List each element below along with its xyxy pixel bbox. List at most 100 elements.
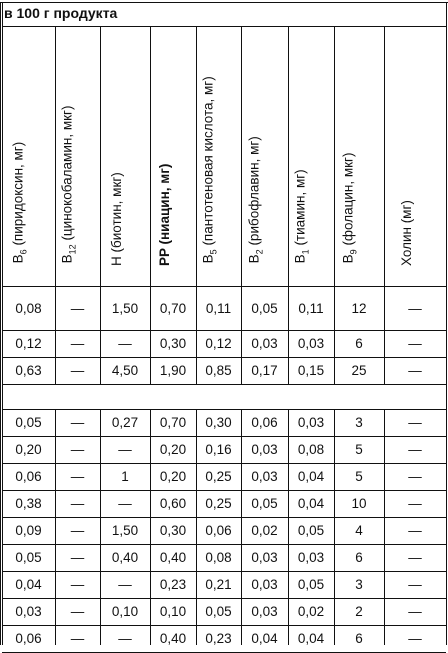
table-cell: 0,40 xyxy=(159,631,187,646)
column-header: H (биотин, мкг) xyxy=(100,26,150,286)
column-header: PP (ниацин, мг) xyxy=(150,26,196,286)
table-cell: — xyxy=(408,577,422,592)
table-cell: 0,17 xyxy=(251,363,278,378)
header-subscript: 2 xyxy=(253,249,264,255)
grid-line-horizontal xyxy=(2,517,446,518)
table-cell: 0,25 xyxy=(205,496,232,511)
header-main-text: PP (ниацин, мг) xyxy=(157,163,172,266)
header-subscript: 12 xyxy=(66,244,77,255)
table-cell: — xyxy=(408,631,422,646)
header-unit-text: (фолацин, мкг) xyxy=(340,152,356,250)
table-cell: — xyxy=(70,442,85,457)
grid-line-vertical xyxy=(150,409,151,645)
header-unit-text: (рибофлавин, мг) xyxy=(246,136,262,250)
table-cell: 0,23 xyxy=(205,631,232,646)
table-cell: 0,04 xyxy=(15,577,42,592)
table-cell: — xyxy=(408,442,422,457)
table-cell: — xyxy=(408,523,422,538)
column-header-label: H (биотин, мкг) xyxy=(109,172,125,266)
table-cell: 0,03 xyxy=(297,415,325,430)
header-main-text: B xyxy=(340,254,356,264)
table-cell: 0,85 xyxy=(205,363,232,378)
table-cell: 0,70 xyxy=(159,415,187,430)
column-header: Холин (мг) xyxy=(384,26,446,286)
table-cell: 0,04 xyxy=(297,496,325,511)
grid-line-vertical xyxy=(241,26,242,384)
column-header: B6 (пиридоксин, мг) xyxy=(2,26,55,286)
grid-line-vertical xyxy=(55,409,56,645)
grid-line-horizontal xyxy=(2,26,446,27)
table-cell: — xyxy=(70,469,85,484)
grid-line-vertical xyxy=(384,26,385,384)
header-main-text: Холин (мг) xyxy=(399,200,414,266)
table-cell: — xyxy=(118,496,132,511)
table-cell: 1,90 xyxy=(159,363,187,378)
table-cell: 0,63 xyxy=(15,363,42,378)
grid-line-horizontal xyxy=(2,571,446,572)
table-cell: 0,04 xyxy=(297,469,325,484)
grid-line-vertical xyxy=(384,409,385,645)
table-caption: в 100 г продукта xyxy=(4,5,118,21)
grid-line-vertical xyxy=(334,409,335,645)
table-cell: 0,30 xyxy=(205,415,232,430)
grid-line-vertical xyxy=(241,409,242,645)
grid-line-horizontal xyxy=(2,463,446,464)
table-cell: 0,40 xyxy=(159,550,187,565)
header-main-text: H (биотин, мкг) xyxy=(109,172,124,266)
grid-line-horizontal xyxy=(0,2,448,3)
table-cell: 0,05 xyxy=(15,415,42,430)
header-unit-text: (цинокобаламин, мкг) xyxy=(59,105,75,245)
header-subscript: 6 xyxy=(17,249,28,255)
table-cell: — xyxy=(118,336,132,351)
table-cell: 5 xyxy=(355,469,363,484)
table-cell: — xyxy=(70,631,85,646)
table-cell: 2 xyxy=(355,604,363,619)
column-header: B5 (пантотеновая кислота, мг) xyxy=(196,26,241,286)
grid-line-vertical xyxy=(2,2,3,645)
grid-line-vertical xyxy=(100,26,101,384)
table-cell: — xyxy=(70,523,85,538)
header-subscript: 1 xyxy=(300,249,311,255)
table-cell: 6 xyxy=(355,550,363,565)
table-cell: — xyxy=(408,336,422,351)
table-cell: 0,05 xyxy=(205,604,232,619)
table-cell: 0,40 xyxy=(111,550,139,565)
table-cell: 0,04 xyxy=(251,631,278,646)
column-header-label: B12 (цинокобаламин, мкг) xyxy=(59,106,80,264)
table-cell: 0,05 xyxy=(251,496,278,511)
table-cell: 1 xyxy=(121,469,129,484)
table-cell: 0,15 xyxy=(297,363,325,378)
table-cell: 0,11 xyxy=(205,300,232,316)
grid-line-horizontal xyxy=(2,357,446,358)
table-cell: 0,20 xyxy=(159,442,187,457)
grid-line-vertical xyxy=(196,409,197,645)
header-subscript: 9 xyxy=(348,249,359,255)
table-cell: — xyxy=(408,496,422,511)
table-cell: 10 xyxy=(351,496,367,511)
header-subscript: 5 xyxy=(207,249,218,255)
table-cell: 0,38 xyxy=(15,496,42,511)
grid-line-vertical xyxy=(334,26,335,384)
table-cell: 0,02 xyxy=(297,604,325,619)
table-cell: 1,50 xyxy=(111,300,139,316)
grid-line-vertical xyxy=(0,2,1,645)
table-cell: 0,16 xyxy=(205,442,232,457)
table-cell: — xyxy=(70,604,85,619)
table-cell: 0,03 xyxy=(297,550,325,565)
table-cell: 0,02 xyxy=(251,523,278,538)
table-cell: 0,03 xyxy=(251,469,278,484)
table-cell: 0,12 xyxy=(205,336,232,351)
table-cell: — xyxy=(408,469,422,484)
column-header-label: B6 (пиридоксин, мг) xyxy=(10,142,31,264)
table-cell: — xyxy=(70,363,85,378)
column-header: B2 (рибофлавин, мг) xyxy=(241,26,288,286)
table-cell: 0,06 xyxy=(15,469,42,484)
table-cell: 0,25 xyxy=(205,469,232,484)
table-cell: 0,11 xyxy=(298,300,324,316)
grid-line-vertical xyxy=(196,26,197,384)
table-cell: — xyxy=(118,631,132,646)
table-cell: 0,08 xyxy=(15,300,42,316)
table-cell: 0,03 xyxy=(251,442,278,457)
table-cell: 0,20 xyxy=(159,469,187,484)
